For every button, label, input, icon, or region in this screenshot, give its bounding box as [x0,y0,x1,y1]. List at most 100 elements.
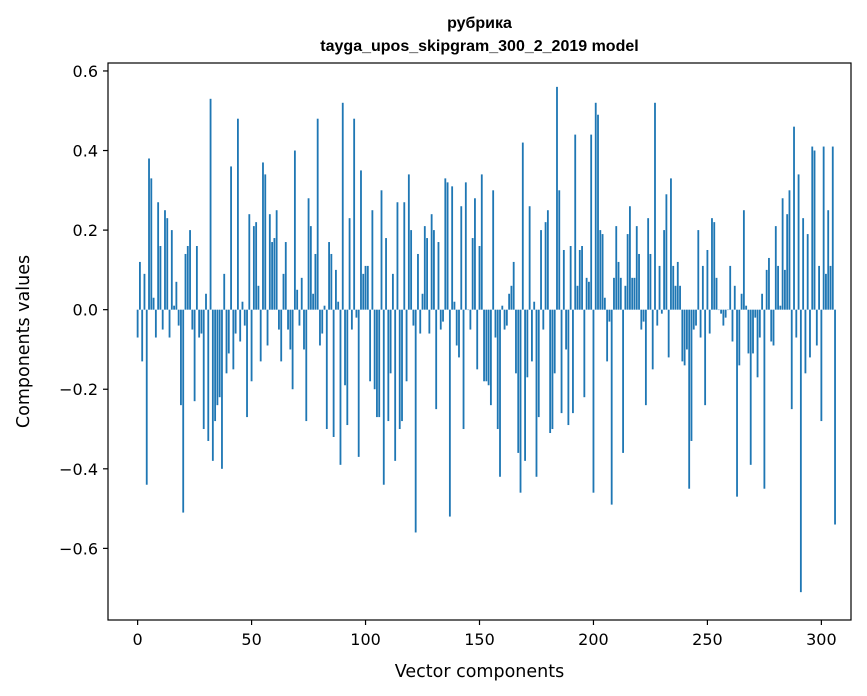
bar [225,309,228,374]
bar [569,246,572,310]
bar [556,86,558,310]
bar [159,246,162,310]
bar [243,309,246,326]
bar [528,206,531,310]
bar [453,301,456,310]
bar [574,134,577,310]
bar [154,309,157,338]
bar [458,309,460,358]
bar [499,309,501,477]
bar [663,230,666,310]
bar [676,261,679,310]
bar [218,309,221,398]
bar [414,309,417,533]
bar [770,309,773,342]
bar [464,182,467,310]
bar [451,186,454,310]
bar [173,305,175,310]
bar [501,305,504,310]
bar [227,309,230,354]
bar [319,309,321,346]
bar [494,309,497,338]
bar [455,309,458,346]
bar [521,142,524,310]
bar [216,309,219,406]
bar [207,309,210,441]
bar [590,134,593,310]
bar [651,309,654,370]
bar [649,253,652,310]
bar [624,285,627,310]
bar [143,273,146,310]
bar [654,102,656,310]
bar [305,309,308,422]
x-axis-ticks: 0 50 100 150 200 250 300 [133,620,837,649]
bar [246,309,248,418]
bar [820,309,823,422]
bar [731,309,734,342]
bar [617,261,620,310]
bar [619,277,622,310]
bar-series [136,86,836,593]
bar [437,242,440,310]
bar [829,265,832,310]
bar [515,309,517,374]
bar [433,230,435,310]
bar [720,309,722,314]
bar [177,309,180,326]
bar [230,166,232,310]
bar [765,269,768,310]
bar [722,309,725,326]
bar [241,301,244,310]
bar [234,309,237,334]
bar [745,305,748,310]
bar [321,309,324,334]
x-tick-label: 50 [241,630,261,649]
bar [239,309,242,342]
bar [706,249,709,310]
bar [690,309,693,441]
bar [683,309,686,366]
bar [783,269,786,310]
bar [287,309,289,330]
bar [364,265,367,310]
bar [293,150,296,310]
bar [344,309,346,386]
x-tick-label: 300 [806,630,837,649]
bar [505,309,508,326]
bar [152,297,155,310]
bar [148,158,150,310]
bar [330,253,333,310]
bar [186,246,189,310]
bar [307,198,310,310]
x-tick-label: 250 [692,630,723,649]
bar [542,309,545,330]
bar [815,309,818,346]
bar [752,309,754,354]
bar [348,218,351,310]
bar [729,265,732,310]
bar [788,190,791,310]
bar [264,174,267,310]
bar [378,309,381,418]
bar [353,118,356,310]
bar [535,309,538,477]
bar [189,230,191,310]
bar [314,253,317,310]
bar [211,309,214,461]
bar [161,309,164,330]
bar [779,305,782,310]
bar [558,190,561,310]
x-tick-label: 0 [133,630,143,649]
bar [524,309,526,461]
y-tick-label: 0.6 [73,62,98,81]
bar [827,210,830,310]
y-tick-label: −0.6 [59,539,98,558]
bar [688,309,691,489]
bar [289,309,292,350]
y-axis-ticks: −0.6 −0.4 −0.2 0.0 0.2 0.4 0.6 [59,62,108,558]
bar [157,202,160,310]
bar [444,178,447,310]
